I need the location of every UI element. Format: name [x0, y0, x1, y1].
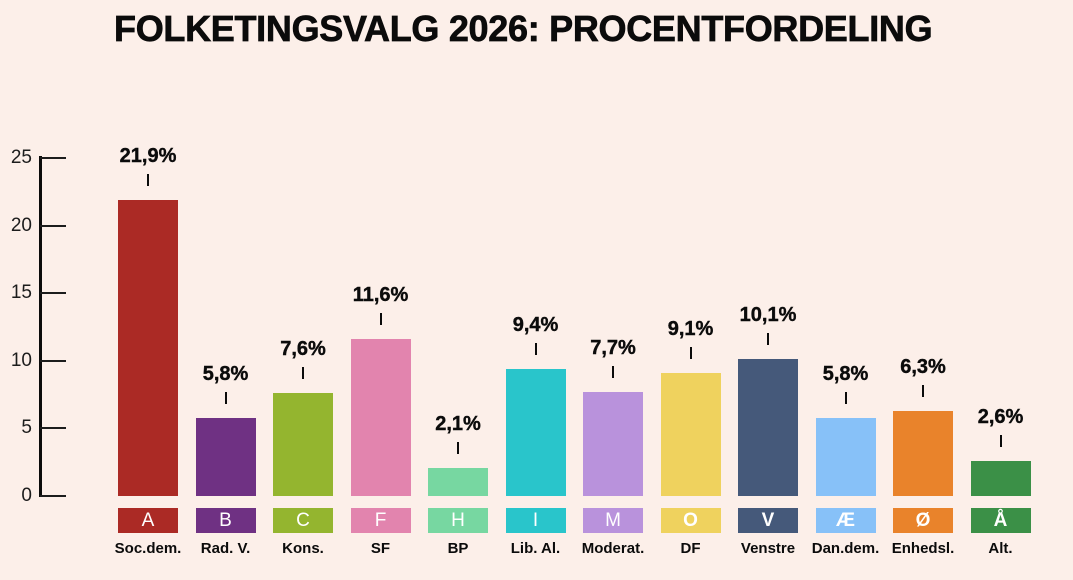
bar-column: 7,7% M Moderat. [563, 0, 663, 580]
value-pointer-tick [147, 173, 149, 186]
y-tick-mark [40, 157, 66, 159]
value-label: 11,6% [352, 284, 409, 307]
party-name-label: Soc.dem. [114, 540, 182, 557]
bar [273, 393, 333, 496]
party-letter-box: Æ [815, 508, 876, 533]
value-label: 9,1% [667, 317, 714, 340]
value-label: 7,6% [280, 338, 326, 361]
bar [970, 460, 1031, 496]
party-letter-box: Å [970, 508, 1031, 533]
party-letter-box: H [428, 508, 488, 533]
bar-column: 9,4% I Lib. Al. [486, 0, 586, 580]
value-pointer-tick [224, 391, 227, 404]
party-name-label: SF [370, 540, 391, 557]
y-tick-label: 5 [21, 417, 32, 439]
party-letter-box: B [195, 508, 256, 533]
y-axis-line [39, 156, 42, 497]
value-pointer-tick [302, 367, 304, 380]
value-pointer-tick [999, 434, 1002, 447]
bar [195, 417, 256, 496]
value-label: 5,8% [202, 362, 249, 385]
party-name-label: Dan.dem. [811, 540, 880, 557]
value-pointer-tick [534, 342, 537, 355]
bar-column: 5,8% B Rad. V. [176, 0, 276, 580]
chart-title: FOLKETINGSVALG 2026: PROCENTFORDELING [114, 8, 933, 50]
party-letter-box: O [660, 508, 721, 533]
party-letter-box: A [118, 508, 178, 533]
party-name-label: DF [680, 540, 701, 557]
bar [583, 391, 643, 496]
bar-column: 2,6% Å Alt. [951, 0, 1051, 580]
value-label: 2,6% [977, 405, 1024, 428]
bar-column: 10,1% V Venstre [718, 0, 818, 580]
value-label: 2,1% [435, 412, 481, 435]
y-tick-label: 15 [10, 282, 32, 304]
bar-column: 11,6% F SF [331, 0, 431, 580]
bar-column: 7,6% C Kons. [253, 0, 353, 580]
value-pointer-tick [844, 391, 847, 404]
value-pointer-tick [922, 384, 924, 397]
party-name-label: BP [447, 540, 469, 557]
bar-column: 5,8% Æ Dan.dem. [796, 0, 896, 580]
y-tick-mark [40, 224, 66, 227]
bar [893, 410, 953, 496]
value-label: 6,3% [900, 355, 946, 378]
value-label: 9,4% [512, 313, 559, 336]
party-letter-box: F [350, 508, 411, 533]
y-tick-mark [40, 495, 66, 497]
value-pointer-tick [457, 441, 459, 454]
party-name-label: Enhedsl. [891, 540, 955, 557]
bar [350, 339, 411, 496]
bar [660, 372, 721, 496]
party-letter-box: Ø [893, 508, 953, 533]
bar [118, 199, 178, 496]
bar [428, 467, 488, 496]
value-label: 10,1% [739, 304, 797, 327]
party-name-label: Lib. Al. [510, 540, 561, 557]
y-tick-label: 20 [10, 214, 32, 236]
value-pointer-tick [379, 313, 382, 326]
party-name-label: Moderat. [581, 540, 645, 557]
party-letter-box: M [583, 508, 643, 533]
bar-column: 9,1% O DF [641, 0, 741, 580]
party-name-label: Venstre [740, 540, 796, 557]
party-name-label: Kons. [282, 540, 324, 557]
y-tick-label: 0 [21, 485, 32, 506]
party-name-label: Alt. [988, 540, 1013, 557]
value-label: 5,8% [822, 362, 869, 385]
y-tick-mark [40, 292, 66, 295]
y-tick-label: 10 [10, 349, 32, 371]
y-tick-label: 25 [10, 147, 32, 168]
bar [505, 368, 566, 496]
bar-column: 2,1% H BP [408, 0, 508, 580]
bar [815, 417, 876, 496]
bar-column: 21,9% A Soc.dem. [98, 0, 198, 580]
value-label: 21,9% [119, 144, 177, 167]
value-pointer-tick [767, 333, 769, 346]
value-pointer-tick [689, 346, 692, 359]
party-letter-box: I [505, 508, 566, 533]
party-letter-box: C [273, 508, 333, 533]
value-pointer-tick [612, 365, 614, 378]
party-name-label: Rad. V. [200, 540, 251, 557]
y-tick-mark [40, 359, 66, 362]
bar-column: 6,3% Ø Enhedsl. [873, 0, 973, 580]
bar [738, 359, 798, 496]
party-letter-box: V [738, 508, 798, 533]
y-tick-mark [40, 427, 66, 430]
value-label: 7,7% [590, 336, 636, 359]
